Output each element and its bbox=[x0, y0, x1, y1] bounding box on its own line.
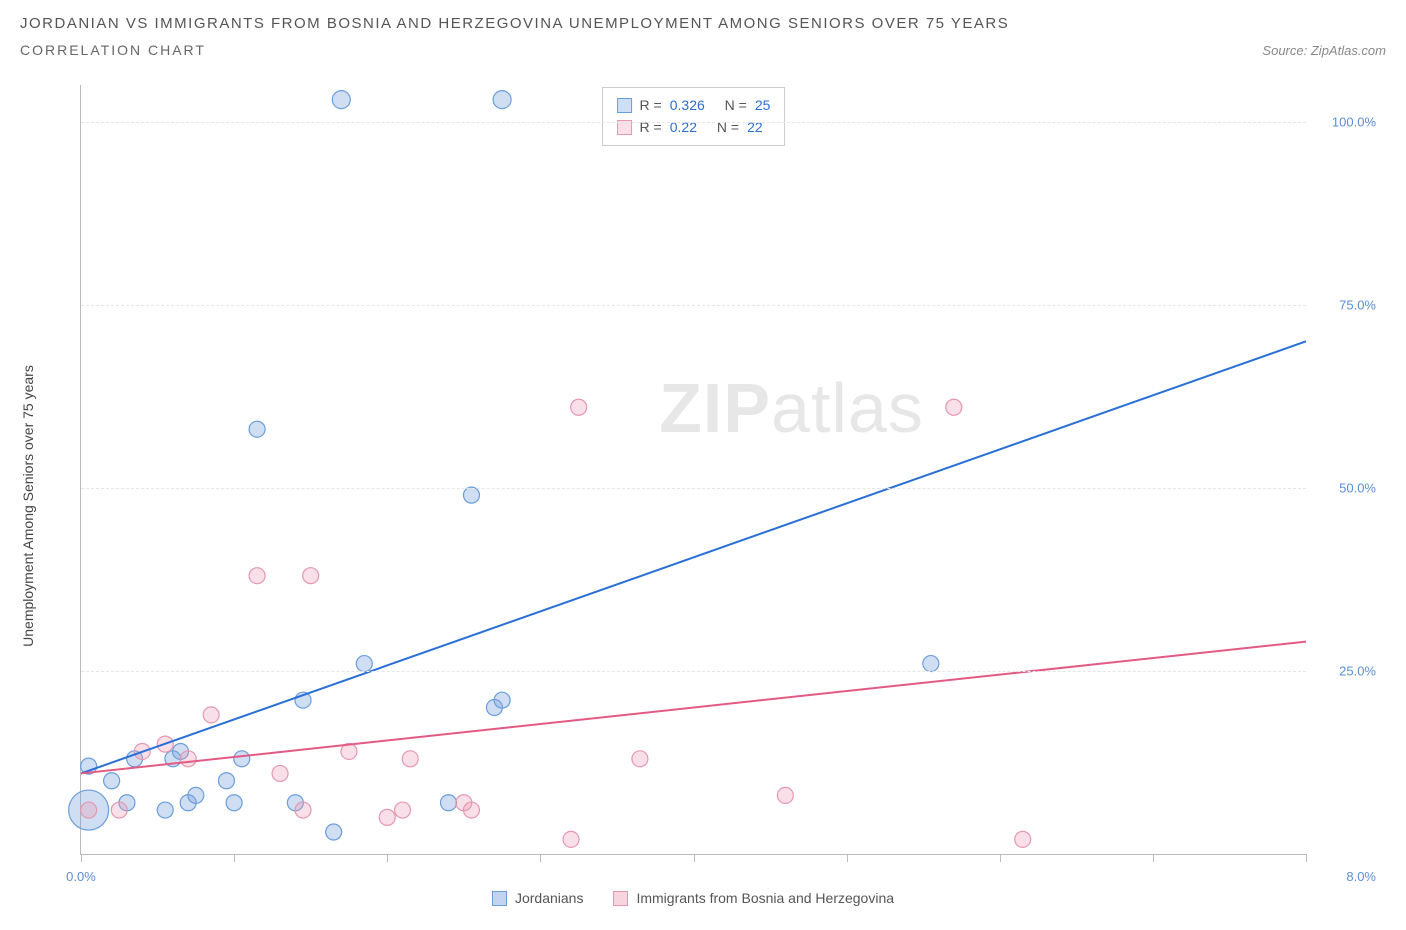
legend-label-1: Immigrants from Bosnia and Herzegovina bbox=[636, 890, 894, 906]
data-point bbox=[157, 802, 173, 818]
data-point bbox=[226, 795, 242, 811]
data-point bbox=[1015, 831, 1031, 847]
x-max-label: 8.0% bbox=[1346, 869, 1376, 884]
legend-swatch-1 bbox=[613, 891, 628, 906]
data-point bbox=[188, 787, 204, 803]
data-point bbox=[395, 802, 411, 818]
data-point bbox=[777, 787, 793, 803]
data-point bbox=[104, 773, 120, 789]
data-point bbox=[111, 802, 127, 818]
stats-row-series-0: R = 0.326 N = 25 bbox=[617, 94, 771, 116]
n-label-1: N = bbox=[717, 116, 739, 138]
data-point bbox=[463, 487, 479, 503]
n-label-0: N = bbox=[725, 94, 747, 116]
data-point bbox=[402, 751, 418, 767]
data-point bbox=[249, 421, 265, 437]
stats-box: R = 0.326 N = 25 R = 0.22 N = 22 bbox=[602, 87, 786, 146]
chart-subtitle: CORRELATION CHART bbox=[20, 42, 206, 58]
ytick-label: 100.0% bbox=[1332, 114, 1376, 129]
r-value-1: 0.22 bbox=[670, 116, 697, 138]
n-value-0: 25 bbox=[755, 94, 771, 116]
r-label-1: R = bbox=[640, 116, 662, 138]
data-point bbox=[272, 765, 288, 781]
data-point bbox=[332, 91, 350, 109]
chart-container: Unemployment Among Seniors over 75 years… bbox=[20, 85, 1386, 910]
data-point bbox=[203, 707, 219, 723]
scatter-plot-svg bbox=[81, 85, 1306, 854]
data-point bbox=[493, 91, 511, 109]
data-point bbox=[563, 831, 579, 847]
stats-row-series-1: R = 0.22 N = 22 bbox=[617, 116, 771, 138]
ytick-label: 75.0% bbox=[1339, 297, 1376, 312]
data-point bbox=[81, 802, 97, 818]
bottom-legend: Jordanians Immigrants from Bosnia and He… bbox=[80, 886, 1306, 910]
chart-title: JORDANIAN VS IMMIGRANTS FROM BOSNIA AND … bbox=[20, 12, 1386, 36]
trend-line bbox=[81, 642, 1306, 774]
data-point bbox=[463, 802, 479, 818]
source-credit: Source: ZipAtlas.com bbox=[1262, 43, 1386, 58]
source-label: Source: bbox=[1262, 43, 1307, 58]
data-point bbox=[249, 568, 265, 584]
source-value: ZipAtlas.com bbox=[1311, 43, 1386, 58]
legend-item-0: Jordanians bbox=[492, 890, 584, 906]
legend-label-0: Jordanians bbox=[515, 890, 584, 906]
data-point bbox=[218, 773, 234, 789]
data-point bbox=[632, 751, 648, 767]
data-point bbox=[571, 399, 587, 415]
x-min-label: 0.0% bbox=[66, 869, 96, 884]
r-value-0: 0.326 bbox=[670, 94, 705, 116]
data-point bbox=[180, 751, 196, 767]
n-value-1: 22 bbox=[747, 116, 763, 138]
data-point bbox=[923, 656, 939, 672]
ytick-label: 25.0% bbox=[1339, 663, 1376, 678]
data-point bbox=[326, 824, 342, 840]
data-point bbox=[303, 568, 319, 584]
subtitle-row: CORRELATION CHART Source: ZipAtlas.com bbox=[20, 42, 1386, 58]
r-label-0: R = bbox=[640, 94, 662, 116]
plot-area: ZIPatlas R = 0.326 N = 25 R = 0.22 N = 2… bbox=[80, 85, 1306, 855]
data-point bbox=[234, 751, 250, 767]
data-point bbox=[379, 809, 395, 825]
y-axis-label: Unemployment Among Seniors over 75 years bbox=[20, 365, 36, 647]
trend-line bbox=[81, 341, 1306, 773]
legend-swatch-0 bbox=[492, 891, 507, 906]
chart-header: JORDANIAN VS IMMIGRANTS FROM BOSNIA AND … bbox=[0, 0, 1406, 58]
legend-item-1: Immigrants from Bosnia and Herzegovina bbox=[613, 890, 894, 906]
data-point bbox=[946, 399, 962, 415]
series-0-swatch bbox=[617, 98, 632, 113]
data-point bbox=[356, 656, 372, 672]
data-point bbox=[295, 802, 311, 818]
ytick-label: 50.0% bbox=[1339, 480, 1376, 495]
data-point bbox=[494, 692, 510, 708]
data-point bbox=[441, 795, 457, 811]
